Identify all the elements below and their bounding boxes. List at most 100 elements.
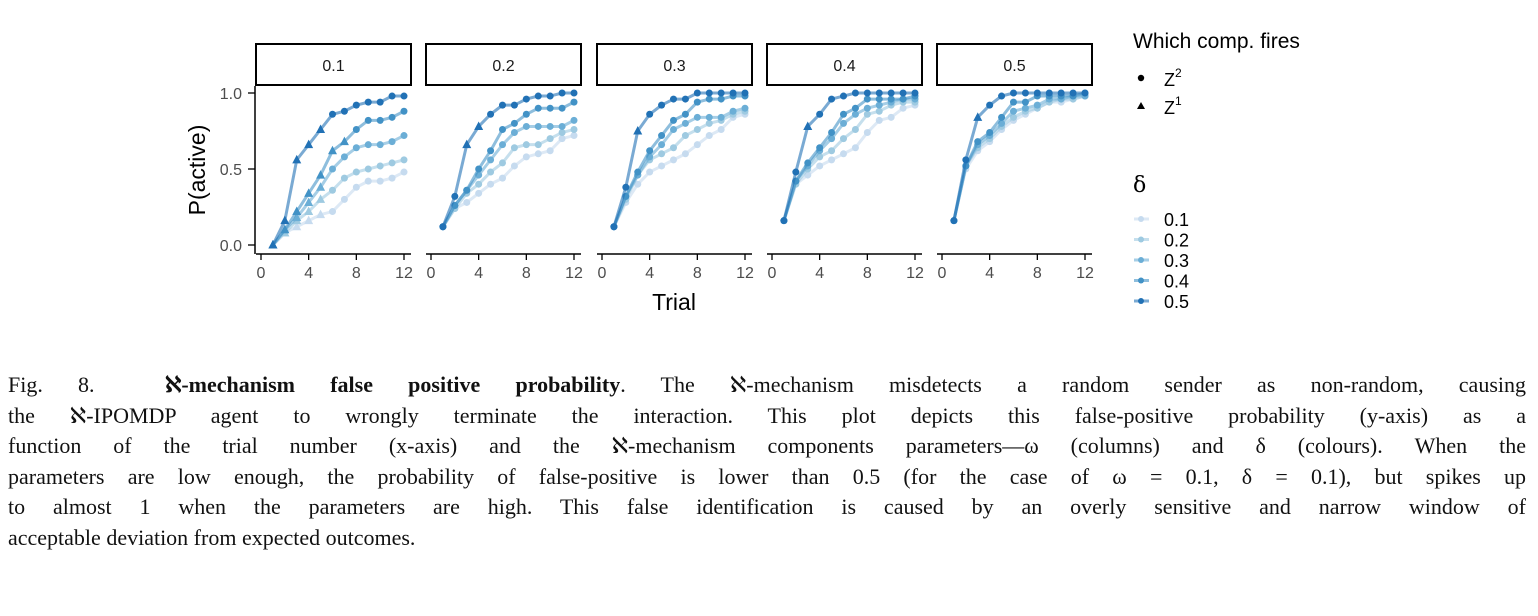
data-point-circle [658, 150, 666, 158]
data-point-circle [546, 122, 554, 130]
x-tick-label: 12 [1076, 265, 1094, 282]
data-point-triangle [292, 212, 302, 222]
caption-title: ℵ-mechanism false positive probability [164, 372, 621, 397]
data-point-circle [717, 125, 725, 133]
data-point-circle [546, 147, 554, 155]
data-point-circle [1010, 113, 1017, 121]
data-point-triangle [268, 240, 278, 249]
data-point-circle [670, 95, 677, 103]
x-tick-label: 8 [693, 265, 702, 282]
data-point-circle [986, 101, 994, 109]
legend-color-label: 0.2 [1164, 231, 1189, 251]
data-point-circle [364, 116, 372, 124]
data-point-circle [1021, 89, 1029, 97]
x-tick-label: 0 [427, 265, 436, 282]
x-tick-label: 0 [257, 265, 266, 282]
data-point-circle [717, 95, 725, 103]
x-tick-label: 12 [906, 265, 924, 282]
data-point-circle [376, 141, 384, 149]
x-tick-label: 8 [522, 265, 531, 282]
x-tick-label: 8 [352, 265, 361, 282]
data-point-circle [840, 119, 847, 127]
data-point-triangle [316, 209, 326, 219]
data-point-circle [487, 110, 495, 118]
data-point-circle [558, 122, 566, 130]
data-point-circle [828, 129, 836, 137]
data-point-circle [780, 217, 788, 225]
data-point-circle [851, 110, 859, 118]
data-point-circle [364, 165, 372, 173]
legend-shape-title: Which comp. fires [1133, 30, 1300, 53]
data-point-circle [875, 95, 883, 103]
data-point-circle [851, 144, 859, 152]
data-point-circle [499, 141, 506, 149]
data-point-circle [499, 125, 506, 133]
data-point-circle [887, 89, 895, 97]
data-point-circle [1033, 101, 1041, 109]
caption-text: . The ℵ-mechanism misdetects a random se… [620, 372, 1526, 397]
data-point-circle [741, 104, 749, 112]
data-point-circle [439, 223, 447, 231]
facet-label: 0.1 [322, 58, 344, 75]
data-point-triangle [633, 126, 643, 135]
data-point-triangle [304, 139, 314, 149]
legend-color-label: 0.5 [1164, 292, 1189, 312]
data-point-triangle [316, 182, 326, 191]
data-point-circle [499, 159, 506, 167]
data-point-circle [828, 156, 836, 164]
data-point-circle [610, 223, 618, 231]
data-point-circle [705, 95, 713, 103]
data-point-circle [487, 168, 495, 176]
data-point-circle [816, 144, 824, 152]
data-point-circle [510, 162, 518, 170]
data-point-triangle [339, 136, 349, 146]
x-tick-label: 8 [863, 265, 872, 282]
data-point-circle [558, 104, 566, 112]
x-tick-label: 4 [304, 265, 313, 282]
data-point-circle [510, 144, 518, 152]
data-point-circle [534, 104, 542, 112]
x-tick-label: 0 [598, 265, 607, 282]
data-point-circle [1057, 89, 1065, 97]
data-point-triangle [316, 194, 326, 203]
data-point-circle [510, 129, 518, 137]
data-point-circle [899, 89, 907, 97]
data-point-circle [670, 156, 677, 164]
data-point-circle [510, 101, 518, 109]
data-point-circle [475, 189, 483, 197]
data-point-circle [816, 110, 824, 118]
data-point-circle [986, 129, 994, 137]
data-point-circle [329, 186, 336, 194]
data-point-circle [570, 116, 578, 124]
y-tick-label: 0.5 [220, 162, 242, 179]
data-point-circle [998, 92, 1006, 100]
data-point-circle [705, 89, 713, 97]
data-point-circle [911, 89, 919, 97]
data-point-circle [681, 132, 689, 140]
data-point-circle [388, 159, 396, 167]
data-point-circle [634, 168, 642, 176]
legend-triangle-icon [1137, 102, 1145, 109]
data-point-circle [741, 89, 749, 97]
legend-color-point [1138, 216, 1144, 222]
data-point-circle [950, 217, 958, 225]
data-point-circle [558, 129, 566, 137]
series-line-delta-0.3 [782, 97, 915, 222]
data-point-circle [340, 195, 348, 203]
data-point-circle [875, 101, 883, 109]
data-point-circle [364, 177, 372, 185]
facet-strip [936, 43, 1093, 86]
data-point-circle [570, 125, 578, 133]
data-point-triangle [292, 154, 302, 164]
data-point-circle [634, 180, 642, 188]
legend-shape-label: Z1 [1164, 94, 1182, 118]
data-point-circle [510, 119, 518, 127]
data-point-triangle [474, 121, 484, 130]
caption-line: Fig. 8. ℵ-mechanism false positive proba… [8, 370, 1526, 401]
facet-strip [596, 43, 753, 86]
data-point-circle [851, 125, 859, 133]
data-point-circle [962, 156, 970, 164]
data-point-circle [851, 104, 859, 112]
faceted-line-chart: P(active) 0.0 0.5 1.0 Trial 0.1 0 4 8 12 0.2 0 4 8 12 0… [184, 30, 1300, 315]
data-point-circle [388, 113, 396, 121]
